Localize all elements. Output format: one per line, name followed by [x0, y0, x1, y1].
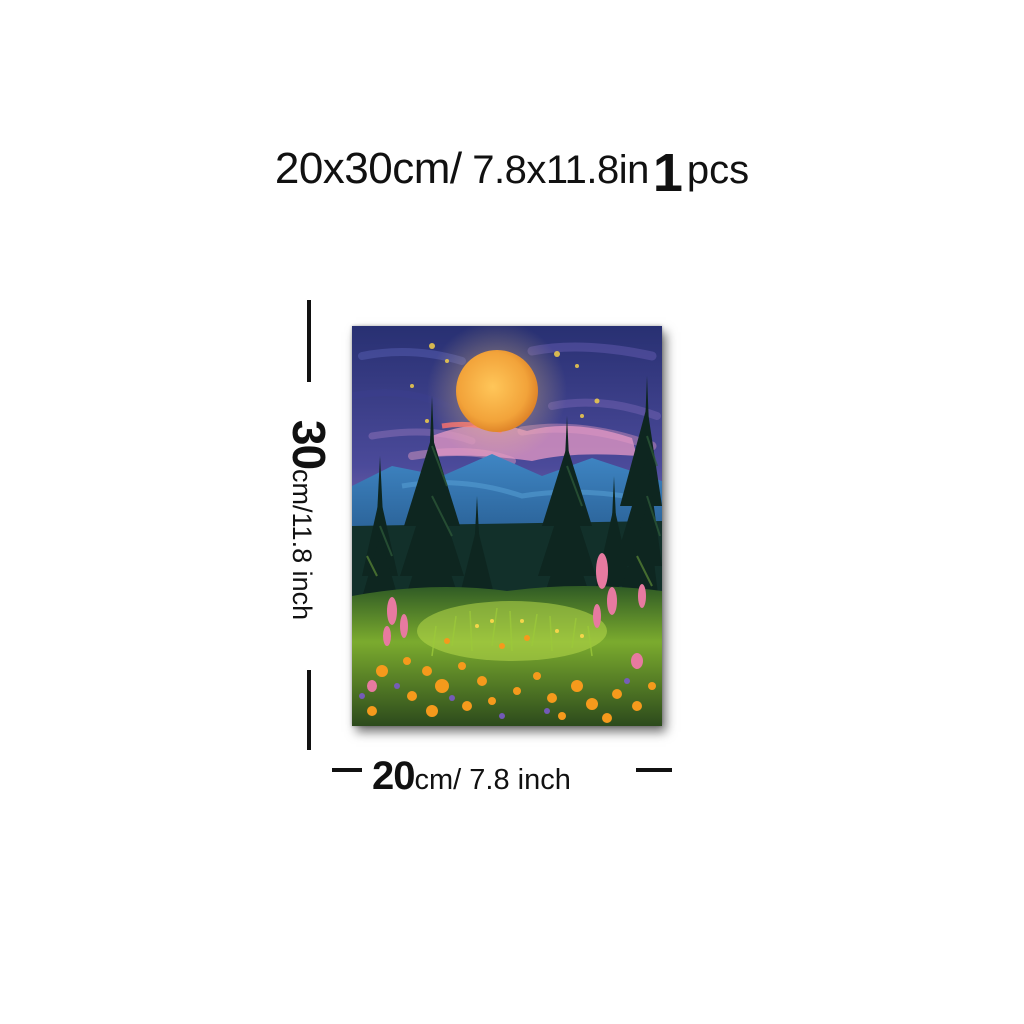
height-value: 30: [283, 419, 335, 470]
painting-orange-flowers: [367, 635, 656, 723]
painting-moon: [456, 350, 538, 432]
title-size-cm: 20x30cm/: [274, 144, 462, 193]
size-title: 20x30cm/ 7.8x11.8in1 pcs: [0, 134, 1024, 203]
width-dimension-line-right: [636, 768, 672, 772]
height-dimension-line-top: [307, 300, 311, 382]
painting-artwork: [352, 326, 662, 726]
width-label: 20cm/ 7.8 inch: [372, 754, 571, 799]
painting-forest: [358, 376, 662, 626]
title-size-in: 7.8x11.8in: [461, 148, 649, 192]
height-label: 30cm/11.8 inch: [282, 420, 336, 620]
height-unit: cm/11.8 inch: [287, 469, 317, 621]
title-quantity: 1: [652, 143, 683, 203]
height-dimension-line-bottom: [307, 670, 311, 750]
width-dimension-line-left: [332, 768, 362, 772]
canvas-painting: [352, 326, 662, 726]
painting-pink-flowers: [367, 553, 646, 692]
title-quantity-unit: pcs: [686, 148, 750, 192]
width-unit-in: 7.8 inch: [461, 764, 571, 796]
width-unit-cm: cm/: [414, 764, 462, 796]
width-value: 20: [372, 754, 415, 798]
